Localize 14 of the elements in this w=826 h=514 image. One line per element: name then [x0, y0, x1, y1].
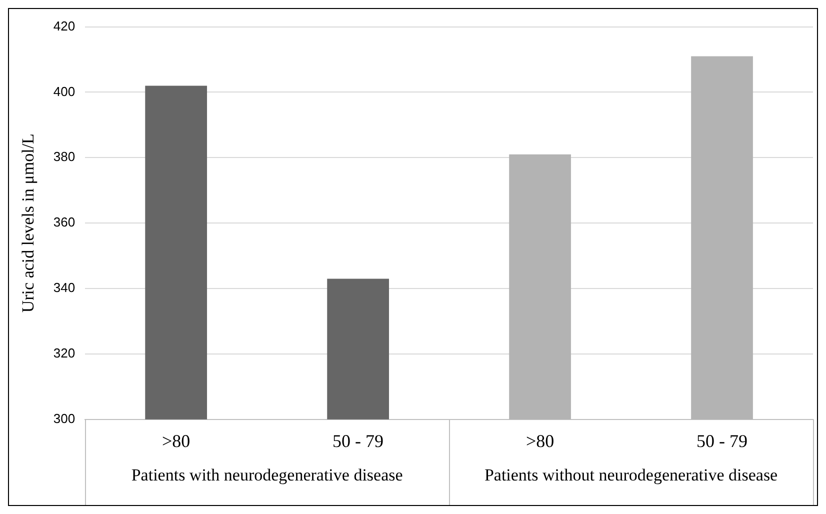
- y-tick-label: 400: [53, 84, 76, 99]
- x-tick-label: 50 - 79: [332, 430, 384, 451]
- y-tick-label: 300: [53, 410, 76, 426]
- y-tick-label: 340: [53, 280, 76, 296]
- x-tick-label: >80: [162, 430, 190, 451]
- y-tick-label: 420: [53, 18, 76, 34]
- x-tick-label: >80: [526, 430, 554, 451]
- text: Patients with neurodegenerative disease: [131, 465, 403, 484]
- text: Patients without neurodegenerative disease: [484, 465, 778, 484]
- y-axis-title: Uric acid levels in μmol/L: [18, 134, 38, 313]
- y-tick-label: 320: [53, 346, 76, 361]
- x-tick-label: 50 - 79: [696, 430, 748, 451]
- y-tick-label: 360: [53, 214, 76, 230]
- y-tick-label: 380: [53, 149, 76, 164]
